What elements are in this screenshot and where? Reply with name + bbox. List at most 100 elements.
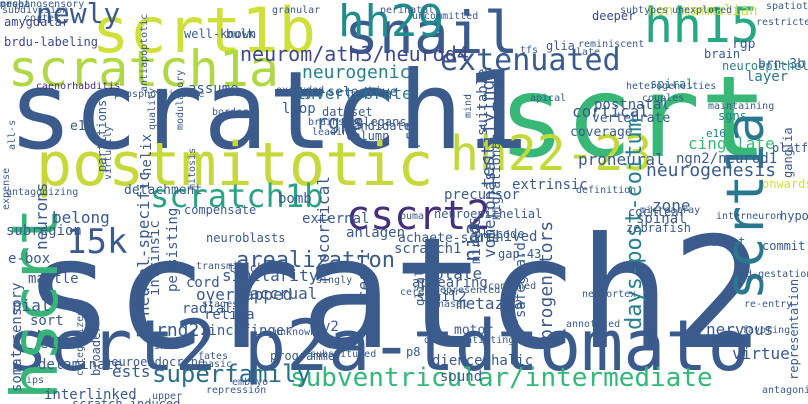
word-4: p2a-tdtomato: [244, 305, 750, 387]
word-55: nervous: [706, 320, 774, 339]
word-157: definition: [576, 185, 637, 196]
word-188: virtually: [103, 125, 114, 180]
word-2: scratch1: [8, 49, 529, 174]
word-57: arealization: [236, 248, 395, 273]
word-44: neurogenesis: [646, 160, 777, 181]
word-112: sound: [440, 369, 483, 385]
word-53: metazoa: [456, 294, 524, 313]
word-98: ests: [112, 362, 151, 381]
word-134: dataset: [322, 105, 373, 119]
word-125: spatiotemporal: [766, 1, 808, 12]
word-65: ces-1: [354, 251, 373, 300]
word-163: stages: [202, 299, 239, 310]
word-158: transmit: [196, 261, 245, 272]
word-161: mid-gestational: [734, 269, 808, 280]
word-141: leading: [312, 127, 355, 138]
word-43: ngn2/neurod1: [676, 151, 778, 167]
word-183: singly: [316, 275, 353, 286]
word-122: granular: [272, 5, 321, 16]
word-94: sort: [30, 313, 64, 329]
word-166: differentiating: [424, 335, 515, 346]
word-3: scrt2: [6, 305, 217, 387]
word-178: categorized: [75, 309, 86, 376]
word-28: deeper: [592, 9, 636, 23]
word-91: e-box: [8, 251, 51, 267]
word-8: scratch1a: [8, 40, 279, 98]
word-175: upper: [152, 391, 183, 402]
word-162: re-entry: [744, 299, 793, 310]
word-142: candidate: [346, 119, 412, 133]
word-115: cochlear: [628, 205, 686, 219]
word-116: strict: [702, 235, 746, 249]
word-111: p8: [406, 345, 421, 359]
word-13: cscrt2: [346, 193, 491, 239]
word-104: persisting: [165, 207, 181, 292]
word-185: hypothalamic: [780, 209, 808, 223]
word-121: cortex: [24, 13, 61, 24]
word-62: rnd2: [156, 320, 200, 341]
word-148: neuroepithelial: [434, 207, 543, 221]
word-90: subregion: [6, 223, 82, 239]
word-128: glia: [546, 39, 575, 53]
word-51: progenitors: [536, 220, 557, 340]
word-67: plate: [434, 264, 483, 283]
word-179: ips: [26, 375, 45, 386]
word-26: caenorhabditis: [36, 81, 121, 92]
word-154: placode: [474, 227, 525, 241]
word-140: brainstem: [308, 117, 363, 128]
word-118: platform: [772, 141, 808, 155]
word-46: extrinsic: [512, 177, 588, 193]
word-64: v2: [322, 319, 339, 335]
word-63: zinc-finger: [200, 323, 293, 339]
word-47: onwards: [762, 177, 808, 191]
word-42: e16: [706, 127, 726, 140]
word-92: mantle: [28, 271, 79, 287]
word-182: represented: [434, 285, 501, 296]
word-9: hh29: [338, 0, 444, 47]
word-189: antiapoptotic: [139, 13, 150, 92]
word-119: ganglia: [781, 127, 795, 178]
word-164: nasal: [438, 299, 469, 310]
word-96: somatosensory: [9, 282, 25, 392]
word-66: snail2: [416, 289, 467, 305]
word-138: maintaining: [708, 101, 775, 112]
word-171: programme: [270, 349, 336, 363]
word-184: representation: [787, 278, 801, 380]
word-136: apical: [530, 93, 567, 104]
word-133: border: [212, 107, 249, 118]
word-81: rgps: [316, 110, 365, 134]
word-83: sgn-selective: [296, 85, 398, 100]
word-49: spinal: [636, 211, 687, 227]
word-192: heterogeneities: [626, 81, 717, 92]
word-73: anlagen: [346, 225, 406, 241]
word-71: achaete-scute: [398, 231, 500, 246]
word-123: perinatal: [380, 5, 435, 16]
word-103: neural-specific: [134, 171, 153, 317]
word-1: scrt: [498, 53, 768, 183]
word-85: e12: [70, 119, 94, 134]
word-27: uncommitted: [412, 11, 479, 22]
word-76: precursor: [444, 187, 520, 203]
word-153: puma: [400, 211, 425, 222]
word-24: amygdalar: [4, 15, 70, 29]
word-169: nuclei: [712, 333, 749, 344]
word-101: assume: [188, 81, 239, 97]
word-155: microarray: [640, 205, 701, 216]
word-156: interneuron: [716, 211, 783, 222]
word-105: retina: [204, 307, 255, 323]
word-107: thickness: [228, 261, 294, 275]
word-100: scratch-induced: [72, 397, 181, 404]
word-32: brain: [704, 47, 741, 61]
word-18: newly: [36, 0, 121, 30]
word-143: column: [346, 129, 390, 143]
word-45: proneural: [578, 150, 665, 169]
word-58: similarity: [222, 266, 319, 285]
word-5: postmitotic: [36, 130, 434, 200]
word-117: commit: [762, 239, 806, 253]
word-186: all-s: [7, 119, 18, 150]
word-48: zone: [652, 196, 691, 215]
word-11: hh22-23: [450, 126, 653, 182]
word-38: cortical: [572, 102, 650, 121]
word-113: gap-43: [498, 247, 542, 261]
